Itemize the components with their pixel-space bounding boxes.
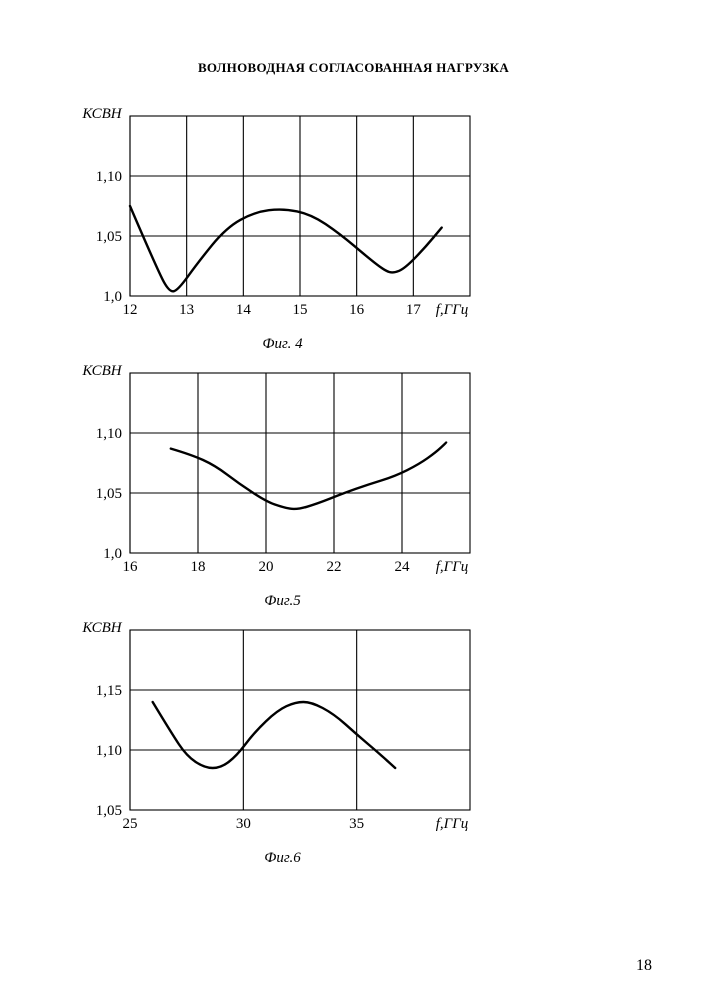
svg-text:f,ГГц: f,ГГц: [436, 559, 468, 575]
svg-text:1,0: 1,0: [103, 546, 122, 562]
svg-text:1,05: 1,05: [96, 229, 122, 245]
chart-block-4: КСВН 1,0 1,05 1,10 12 13 14 15 16 17 f,ГГц Фиг. 4: [75, 106, 490, 353]
svg-text:КСВН: КСВН: [81, 106, 122, 122]
chart-4-caption: Фиг. 4: [262, 336, 302, 353]
svg-text:22: 22: [327, 559, 342, 575]
svg-text:16: 16: [349, 302, 365, 318]
svg-text:1,15: 1,15: [96, 683, 122, 699]
charts-container: КСВН1,01,051,10121314151617f,ГГц Фиг. 4 …: [75, 106, 707, 867]
chart-block-5: КСВН 1,0 1,05 1,10 16 18 20 22 24 f,ГГц Фиг.5: [75, 363, 490, 610]
page-title: ВОЛНОВОДНАЯ СОГЛАСОВАННАЯ НАГРУЗКА: [0, 60, 707, 76]
svg-text:1,10: 1,10: [96, 169, 122, 185]
svg-text:25: 25: [123, 816, 138, 832]
page-number: 18: [636, 957, 652, 975]
svg-text:16: 16: [123, 559, 139, 575]
svg-text:30: 30: [236, 816, 251, 832]
svg-text:1,10: 1,10: [96, 426, 122, 442]
chart-4: КСВН 1,0 1,05 1,10 12 13 14 15 16 17 f,ГГц: [75, 106, 490, 331]
svg-text:15: 15: [293, 302, 308, 318]
svg-text:20: 20: [259, 559, 274, 575]
svg-text:17: 17: [406, 302, 422, 318]
chart-6: КСВН 1,05 1,10 1,15 25 30 35 f,ГГц: [75, 620, 490, 845]
chart-5-caption: Фиг.5: [264, 593, 300, 610]
svg-text:f,ГГц: f,ГГц: [436, 302, 468, 318]
svg-text:24: 24: [395, 559, 411, 575]
svg-text:35: 35: [349, 816, 364, 832]
chart-6-caption: Фиг.6: [264, 850, 300, 867]
svg-text:18: 18: [191, 559, 206, 575]
svg-text:КСВН: КСВН: [81, 620, 122, 636]
svg-text:14: 14: [236, 302, 252, 318]
svg-text:13: 13: [179, 302, 194, 318]
svg-text:1,10: 1,10: [96, 743, 122, 759]
chart-block-6: КСВН 1,05 1,10 1,15 25 30 35 f,ГГц Фиг.6: [75, 620, 490, 867]
svg-text:f,ГГц: f,ГГц: [436, 816, 468, 832]
svg-text:1,0: 1,0: [103, 289, 122, 305]
svg-text:1,05: 1,05: [96, 486, 122, 502]
svg-text:КСВН: КСВН: [81, 363, 122, 379]
svg-text:12: 12: [123, 302, 138, 318]
svg-text:1,05: 1,05: [96, 803, 122, 819]
chart-5: КСВН 1,0 1,05 1,10 16 18 20 22 24 f,ГГц: [75, 363, 490, 588]
